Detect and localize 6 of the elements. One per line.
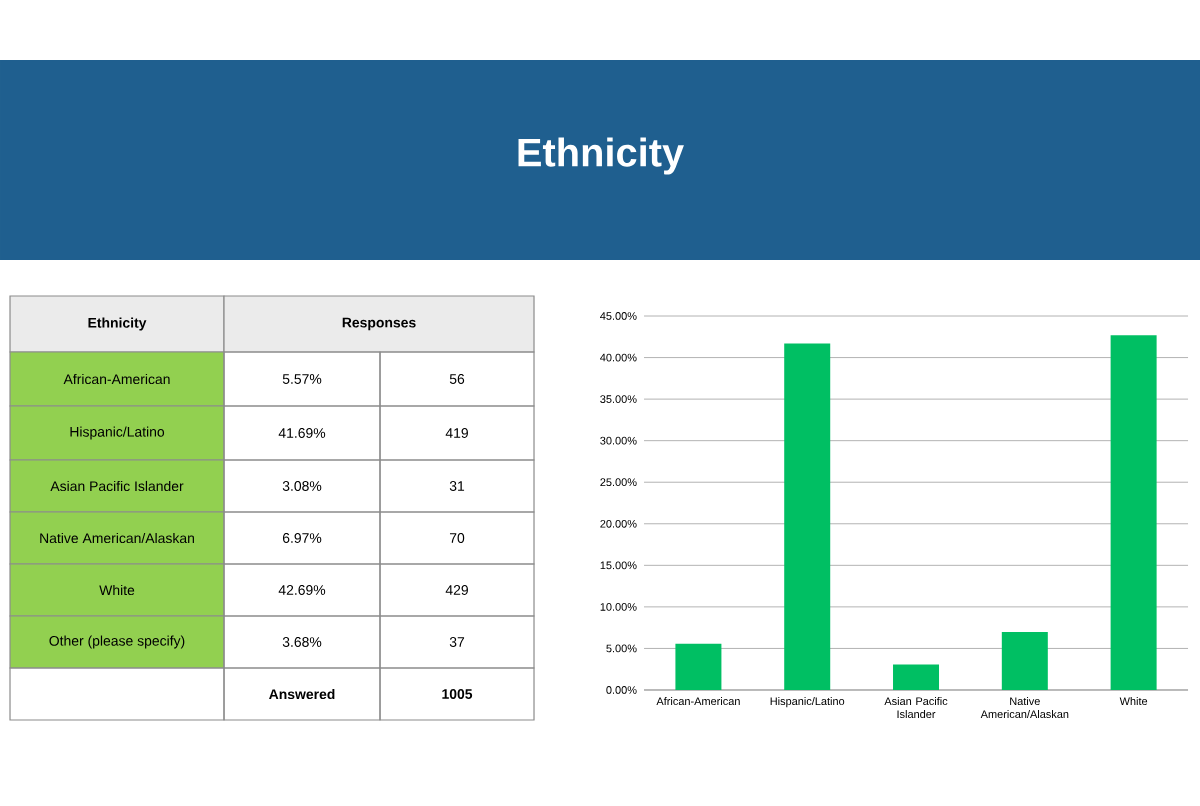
- bar: [1001, 632, 1048, 690]
- bar: [675, 643, 722, 690]
- chart-title: Ethnicity: [518, 137, 684, 175]
- bar: [784, 343, 831, 690]
- bar: [1110, 335, 1157, 690]
- bar: [893, 664, 940, 690]
